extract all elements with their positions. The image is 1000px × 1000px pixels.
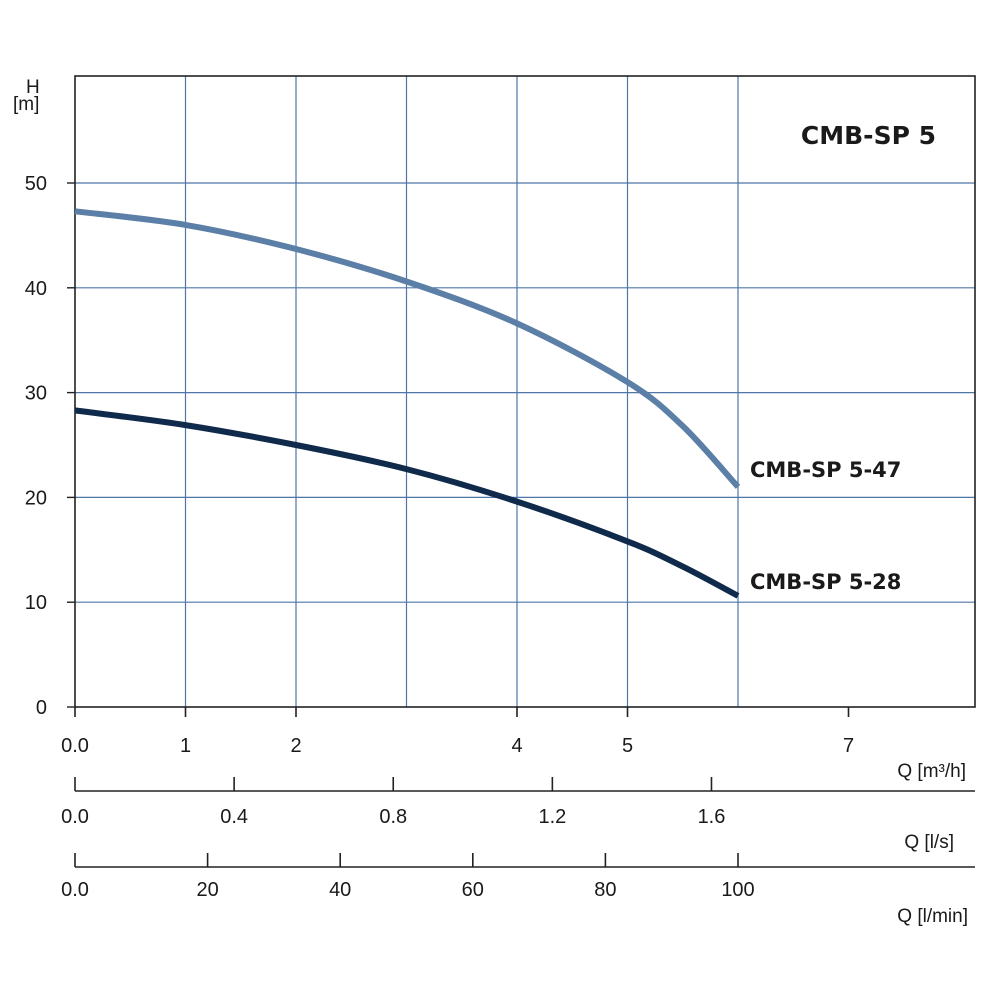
x-axis-title: Q [l/min] [897, 906, 968, 927]
y-axis-ticks: 0 10 20 30 40 50 [25, 173, 75, 719]
x-tick-label: 4 [511, 735, 522, 757]
x-tick-label: 2 [290, 735, 301, 757]
x-tick-label: 100 [721, 879, 754, 901]
y-tick-label: 40 [25, 278, 47, 300]
chart-title: CMB-SP 5 [801, 121, 936, 150]
y-tick-label: 10 [25, 592, 47, 614]
series-lines [74, 208, 741, 599]
x-tick-label: 1.6 [698, 806, 726, 828]
x-axis-title: Q [l/s] [904, 832, 954, 853]
curve-cmb-sp-5-28 [74, 407, 740, 599]
y-tick-label: 20 [25, 487, 47, 509]
x-tick-label: 0.8 [379, 806, 407, 828]
x-axes: 0.0 1 2 4 5 7Q [m³/h]0.0 0.4 0.8 1.2 1.6Q [l/s]0.… [61, 707, 975, 927]
series-label-5-47: CMB-SP 5-47 [750, 458, 901, 482]
plot-frame [74, 75, 976, 708]
x-tick-label: 0.0 [61, 879, 89, 901]
y-tick-label: 50 [25, 173, 47, 195]
x-tick-label: 1 [180, 735, 191, 757]
x-axis-m3h: 0.0 1 2 4 5 7 Q [m³/h] [61, 707, 966, 782]
x-tick-label: 0.0 [61, 735, 89, 757]
x-axis-ls: 0.0 0.4 0.8 1.2 1.6 Q [l/s] [61, 777, 975, 853]
x-tick-label: 60 [462, 879, 484, 901]
y-tick-label: 0 [36, 697, 47, 719]
x-tick-label: 0.0 [61, 806, 89, 828]
y-tick-label: 30 [25, 383, 47, 405]
x-tick-label: 1.2 [538, 806, 566, 828]
series-label-5-28: CMB-SP 5-28 [750, 570, 901, 594]
x-tick-label: 80 [594, 879, 616, 901]
y-axis-unit: [m] [13, 94, 39, 115]
x-tick-label: 7 [843, 735, 854, 757]
x-axis-lmin: 0.0 20 40 60 80 100 Q [l/min] [61, 853, 975, 927]
x-tick-label: 0.4 [220, 806, 248, 828]
x-tick-label: 20 [196, 879, 218, 901]
x-tick-label: 40 [329, 879, 351, 901]
curve-cmb-sp-5-47 [74, 208, 741, 489]
grid [75, 76, 975, 707]
x-tick-label: 5 [622, 735, 633, 757]
plot-border [74, 75, 976, 708]
y-axis-label: H [26, 77, 40, 98]
x-axis-title: Q [m³/h] [897, 761, 966, 782]
